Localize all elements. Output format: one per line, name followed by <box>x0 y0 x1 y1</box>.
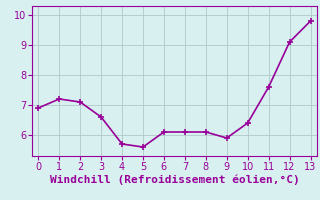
X-axis label: Windchill (Refroidissement éolien,°C): Windchill (Refroidissement éolien,°C) <box>50 174 299 185</box>
